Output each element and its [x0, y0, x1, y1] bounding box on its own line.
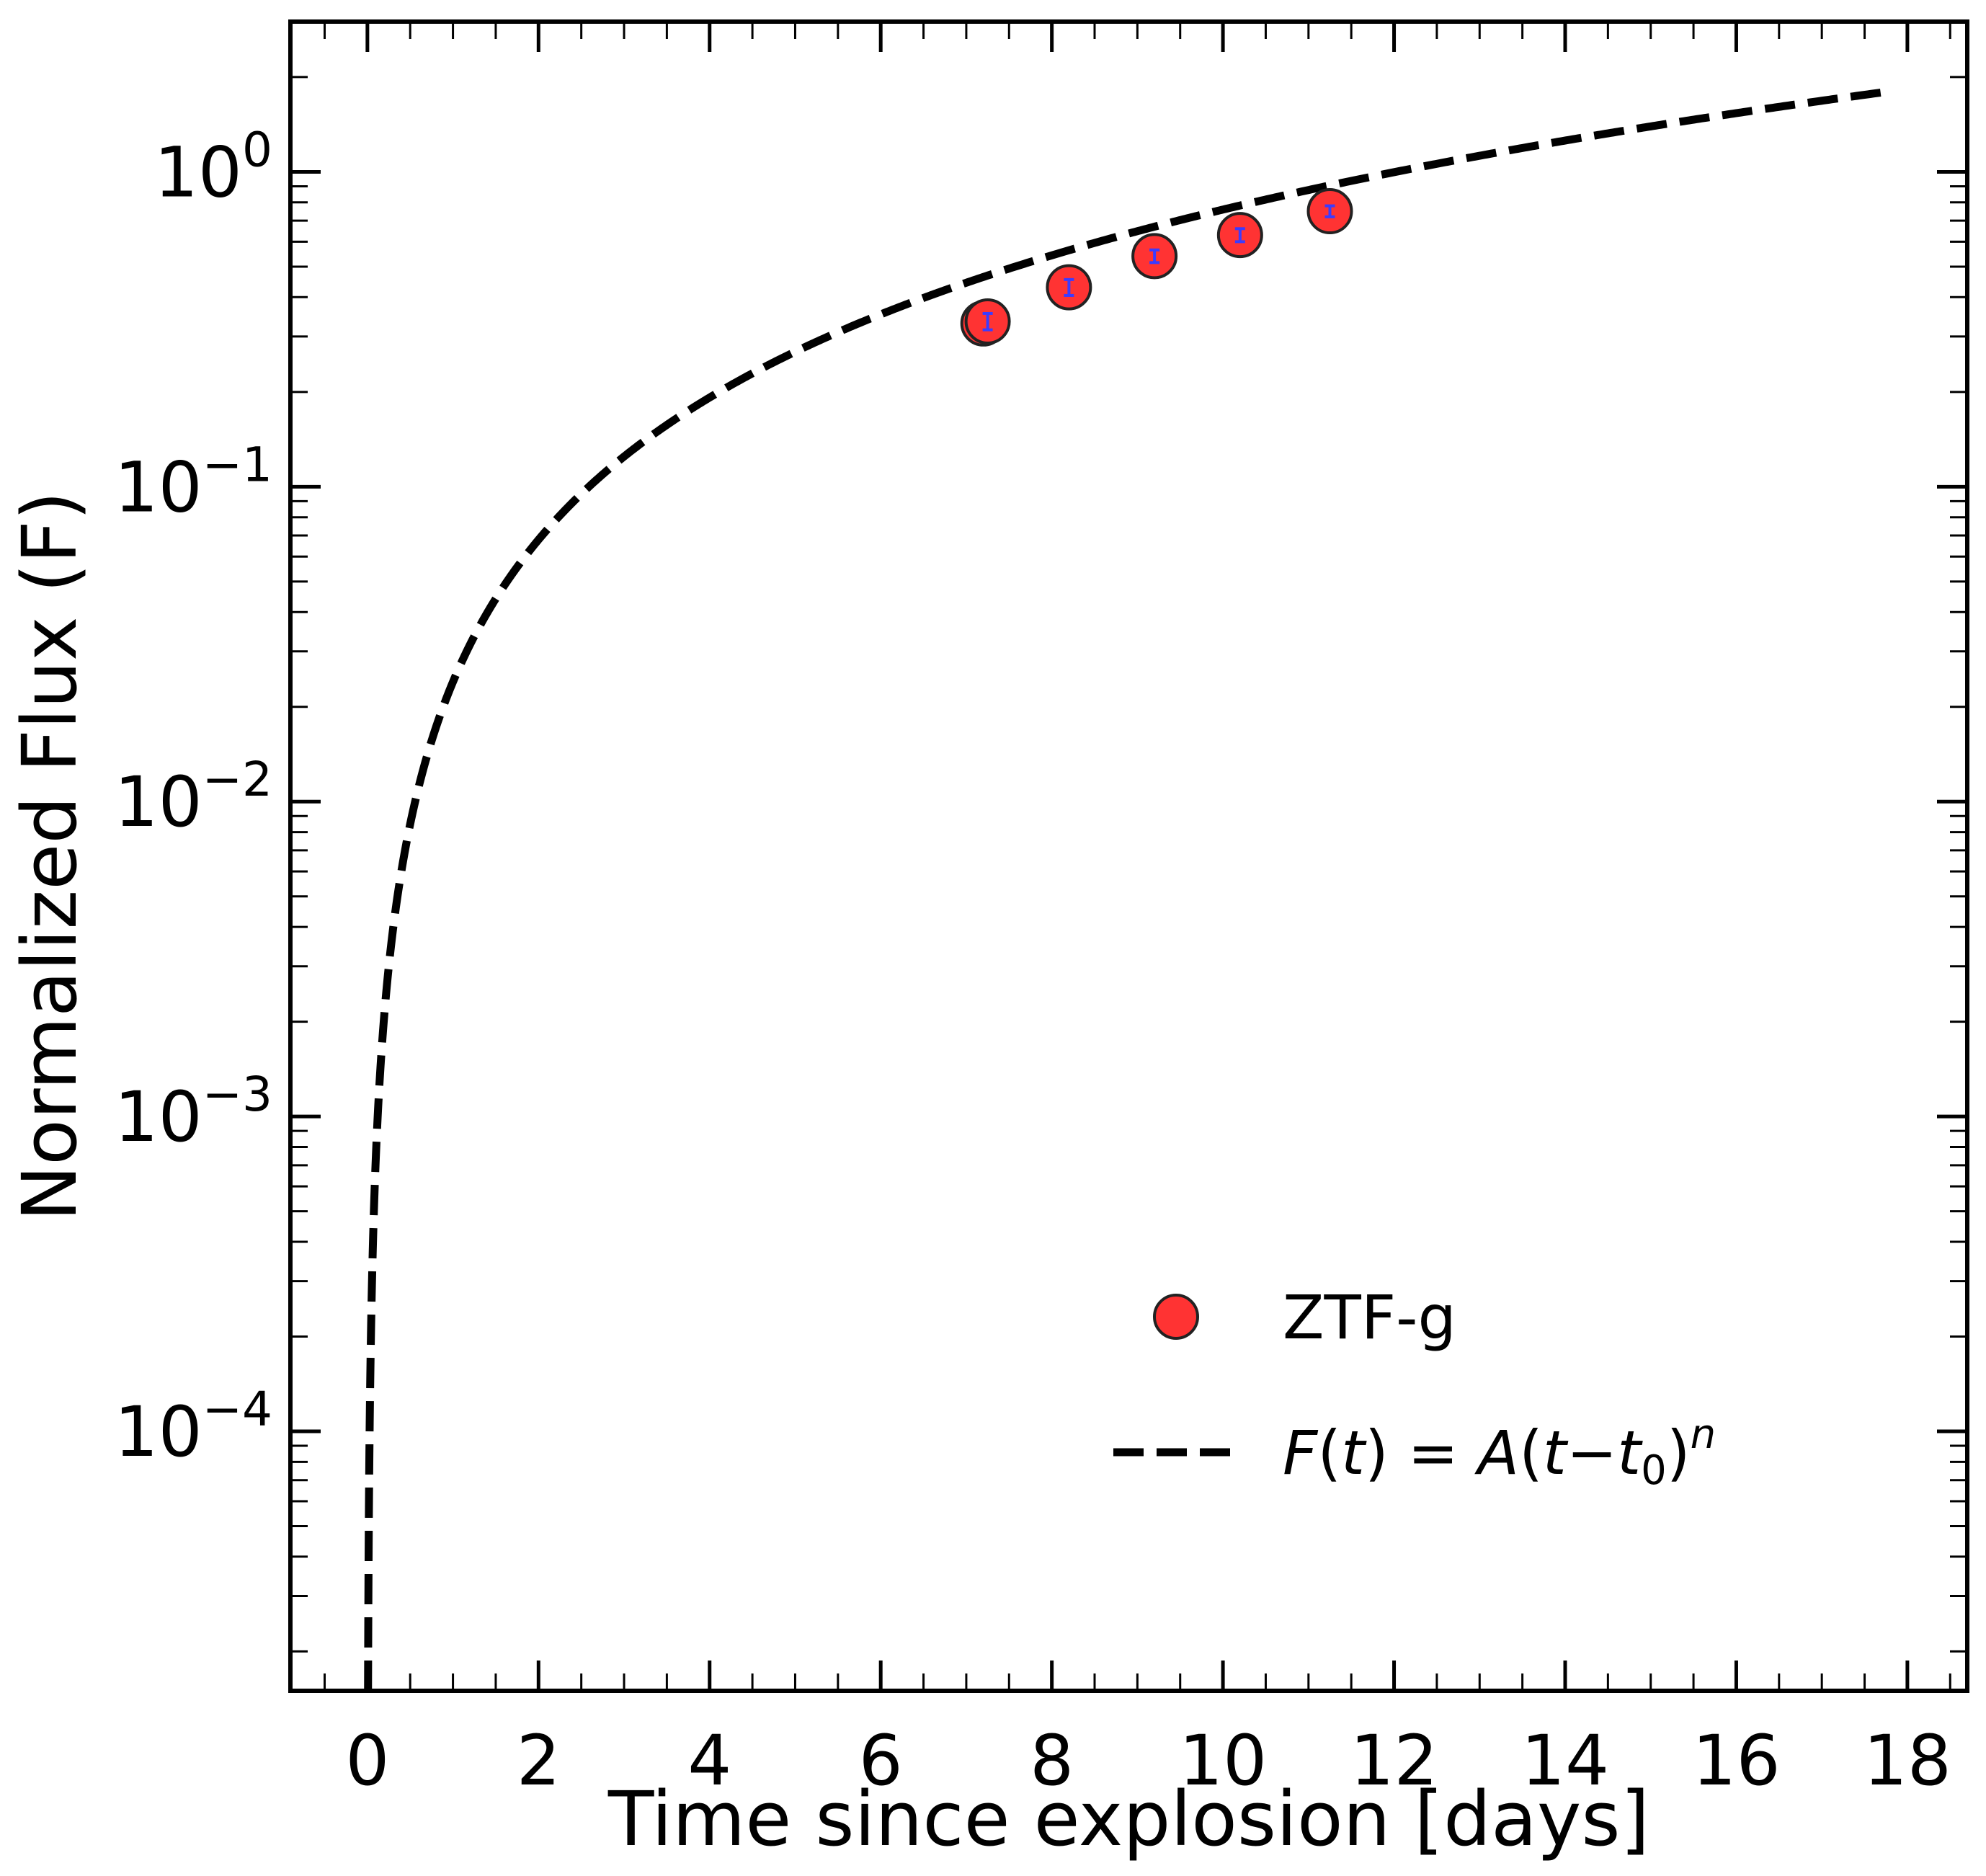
y-tick-label: 10−2 — [115, 752, 272, 843]
x-tick-label: 14 — [1521, 1720, 1609, 1801]
legend-fit-t0: t — [1617, 1418, 1643, 1488]
x-tick-label: 16 — [1692, 1720, 1780, 1801]
x-tick-label: 18 — [1863, 1720, 1951, 1801]
plot-series — [364, 88, 1883, 1691]
legend-fit-F: F — [1283, 1418, 1319, 1488]
y-tick-label: 10−1 — [115, 437, 272, 528]
x-tick-label: 6 — [859, 1720, 903, 1801]
x-tick-label: 2 — [517, 1720, 561, 1801]
x-axis-label: Time since explosion [days] — [607, 1775, 1649, 1863]
legend-label-ztf-g: ZTF-g — [1283, 1282, 1456, 1353]
legend-fit-t2: t — [1543, 1418, 1569, 1488]
x-tick-label: 8 — [1030, 1720, 1074, 1801]
x-ticks — [323, 22, 1951, 1691]
fit-curve-line — [364, 88, 1883, 1691]
y-tick-label: 100 — [154, 122, 272, 213]
legend-fit-eq: = — [1408, 1418, 1459, 1488]
x-tick-label: 12 — [1350, 1720, 1438, 1801]
legend-marker-ztf-g — [1153, 1294, 1199, 1340]
y-axis-label: Normalized Flux (F) — [6, 491, 94, 1221]
legend-label-ztf-g-text: ZTF-g — [1283, 1282, 1456, 1353]
legend-label-fit-model: F(t) = A(t−t0)n — [1283, 1411, 1716, 1494]
legend-fit-t: t — [1341, 1418, 1367, 1488]
legend-fit-t0-sub: 0 — [1641, 1447, 1667, 1494]
y-ticks — [290, 20, 1967, 1653]
y-tick-label: 10−3 — [115, 1067, 272, 1157]
legend: ZTF-g F(t) = A(t−t0)n — [1113, 1282, 1716, 1494]
legend-fit-A: A — [1474, 1418, 1519, 1488]
y-tick-labels: 10−4 10−3 10−2 10−1 100 — [115, 122, 272, 1472]
x-tick-labels: 0 2 4 6 8 10 12 14 16 18 — [345, 1720, 1951, 1801]
legend-fit-n: n — [1691, 1411, 1716, 1458]
x-tick-label: 10 — [1179, 1720, 1267, 1801]
x-tick-label: 4 — [687, 1720, 731, 1801]
plot-frame — [288, 19, 1969, 1693]
x-tick-label: 0 — [345, 1720, 389, 1801]
y-tick-label: 10−4 — [115, 1382, 272, 1472]
legend-fit-minus: − — [1567, 1418, 1617, 1488]
